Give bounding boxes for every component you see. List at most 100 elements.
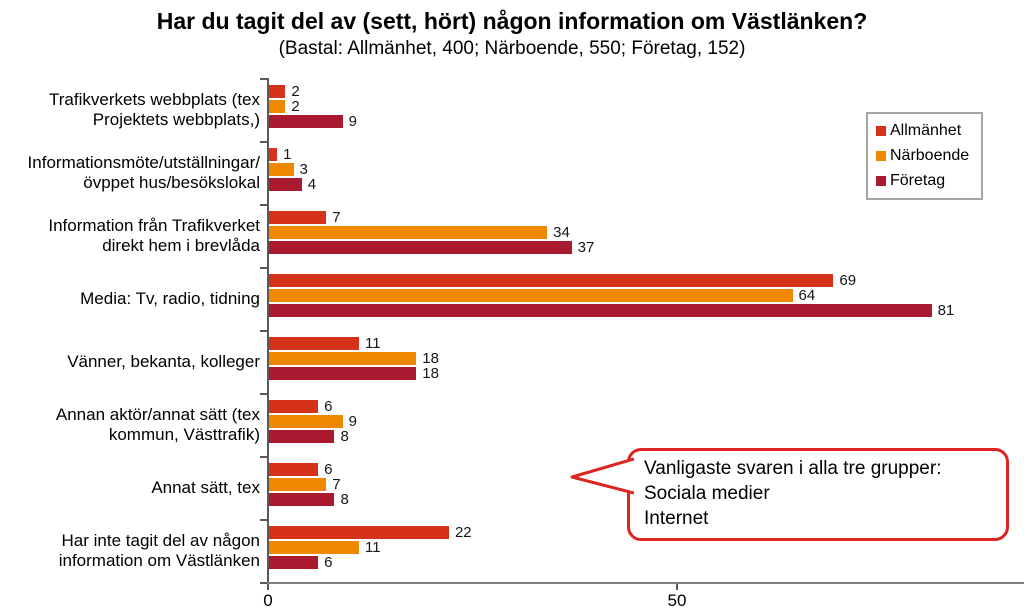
- x-tick-label: 50: [667, 591, 687, 610]
- bar-n-rboende: [269, 541, 359, 554]
- bar-f-retag: [269, 115, 343, 128]
- bar-line: 6: [269, 461, 349, 478]
- bar-line: 64: [269, 287, 954, 304]
- category-label: Trafikverkets webbplats (tex Projektets …: [49, 89, 260, 129]
- category-label: Information från Trafikverket direkt hem…: [48, 215, 260, 255]
- value-label: 6: [324, 554, 333, 571]
- bar-allm-nhet: [269, 148, 278, 161]
- x-axis-tick: [267, 584, 269, 590]
- bar-f-retag: [269, 304, 932, 317]
- category-label: Har inte tagit del av någon information …: [58, 530, 260, 570]
- bar-n-rboende: [269, 478, 327, 491]
- value-label: 3: [299, 161, 308, 178]
- bar-allm-nhet: [269, 337, 359, 350]
- bar-line: 3: [269, 161, 316, 178]
- value-label: 81: [937, 302, 955, 319]
- bar-f-retag: [269, 556, 319, 569]
- bar-line: 4: [269, 176, 317, 193]
- category-label: Vänner, bekanta, kolleger: [67, 351, 260, 371]
- bar-allm-nhet: [269, 526, 449, 539]
- legend: Allmänhet Närboende Företag: [866, 112, 984, 200]
- callout-line: Sociala medier: [644, 483, 770, 504]
- category-label: Media: Tv, radio, tidning: [80, 288, 260, 308]
- value-label: 22: [454, 524, 472, 541]
- bar-n-rboende: [269, 415, 343, 428]
- bar-line: 37: [269, 240, 594, 255]
- callout-line: Vanligaste svaren i alla tre grupper:: [644, 458, 942, 479]
- bar-f-retag: [269, 367, 417, 380]
- bar-line: 11: [269, 539, 472, 556]
- callout-bubble: Vanligaste svaren i alla tre grupper: So…: [627, 448, 1009, 541]
- value-label: 9: [348, 113, 357, 130]
- bar-f-retag: [269, 178, 302, 191]
- bar-allm-nhet: [269, 85, 286, 98]
- value-label: 18: [422, 365, 439, 382]
- value-label: 11: [364, 539, 381, 556]
- value-label: 6: [324, 461, 333, 478]
- value-label: 64: [798, 287, 816, 304]
- bar-line: 18: [269, 365, 439, 382]
- bar-allm-nhet: [269, 400, 319, 413]
- category-label: Annat sätt, tex: [151, 477, 260, 497]
- bar-stack: 11 18 18: [269, 330, 439, 393]
- value-label: 1: [283, 146, 292, 163]
- chart-subtitle: (Bastal: Allmänhet, 400; Närboende, 550;…: [278, 38, 746, 59]
- bar-line: 8: [269, 428, 357, 445]
- legend-item-n-rboende: Närboende: [876, 147, 969, 165]
- value-label: 8: [340, 428, 349, 445]
- bar-line: 69: [269, 273, 954, 288]
- value-label: 4: [307, 176, 317, 193]
- bar-group: Informationsmöte/utställningar/ övppet h…: [0, 141, 1024, 204]
- legend-swatch-f-retag: [876, 176, 886, 186]
- category-label: Informationsmöte/utställningar/ övppet h…: [27, 152, 260, 192]
- bar-group: Media: Tv, radio, tidning 69 64 81: [0, 267, 1024, 330]
- legend-item-allm-nhet: Allmänhet: [876, 122, 969, 140]
- bar-line: 81: [269, 302, 955, 319]
- value-label: 2: [291, 83, 300, 100]
- bar-stack: 69 64 81: [269, 267, 954, 330]
- x-tick-label: 0: [263, 591, 273, 610]
- y-axis-tick: [260, 204, 267, 206]
- value-label: 8: [340, 491, 349, 508]
- legend-swatch-allm-nhet: [876, 126, 886, 136]
- bar-line: 2: [269, 98, 357, 115]
- value-label: 9: [348, 413, 357, 430]
- bar-group: Vänner, bekanta, kolleger 11 18 18: [0, 330, 1024, 393]
- y-axis-line: [267, 78, 269, 584]
- bar-group: Information från Trafikverket direkt hem…: [0, 204, 1024, 267]
- bar-group: Annan aktör/annat sätt (tex kommun, Väst…: [0, 393, 1024, 456]
- x-axis-tick: [676, 584, 678, 590]
- bar-line: 1: [269, 146, 316, 163]
- bar-allm-nhet: [269, 274, 834, 287]
- bar-line: 6: [269, 554, 472, 571]
- bar-allm-nhet: [269, 463, 319, 476]
- category-label: Annan aktör/annat sätt (tex kommun, Väst…: [55, 404, 260, 444]
- bar-f-retag: [269, 430, 335, 443]
- y-axis-tick: [260, 141, 267, 143]
- callout-pointer: [570, 457, 634, 495]
- legend-label: Närboende: [890, 147, 970, 164]
- bar-f-retag: [269, 493, 335, 506]
- legend-swatch-n-rboende: [876, 151, 886, 161]
- bar-n-rboende: [269, 289, 793, 302]
- bar-f-retag: [269, 241, 572, 254]
- value-label: 6: [324, 398, 333, 415]
- value-label: 7: [332, 476, 341, 493]
- bar-chart: Trafikverkets webbplats (tex Projektets …: [0, 78, 1024, 582]
- bar-line: 7: [269, 476, 349, 493]
- callout-line: Internet: [644, 508, 709, 529]
- y-axis-tick: [260, 582, 267, 584]
- bar-stack: 7 34 37: [269, 204, 594, 267]
- x-axis-line: [267, 582, 1024, 584]
- bar-group: Trafikverkets webbplats (tex Projektets …: [0, 78, 1024, 141]
- bar-line: 8: [269, 491, 349, 508]
- bar-allm-nhet: [269, 211, 327, 224]
- bar-line: 18: [269, 351, 439, 366]
- value-label: 2: [291, 98, 300, 115]
- bar-group: Har inte tagit del av någon information …: [0, 519, 1024, 582]
